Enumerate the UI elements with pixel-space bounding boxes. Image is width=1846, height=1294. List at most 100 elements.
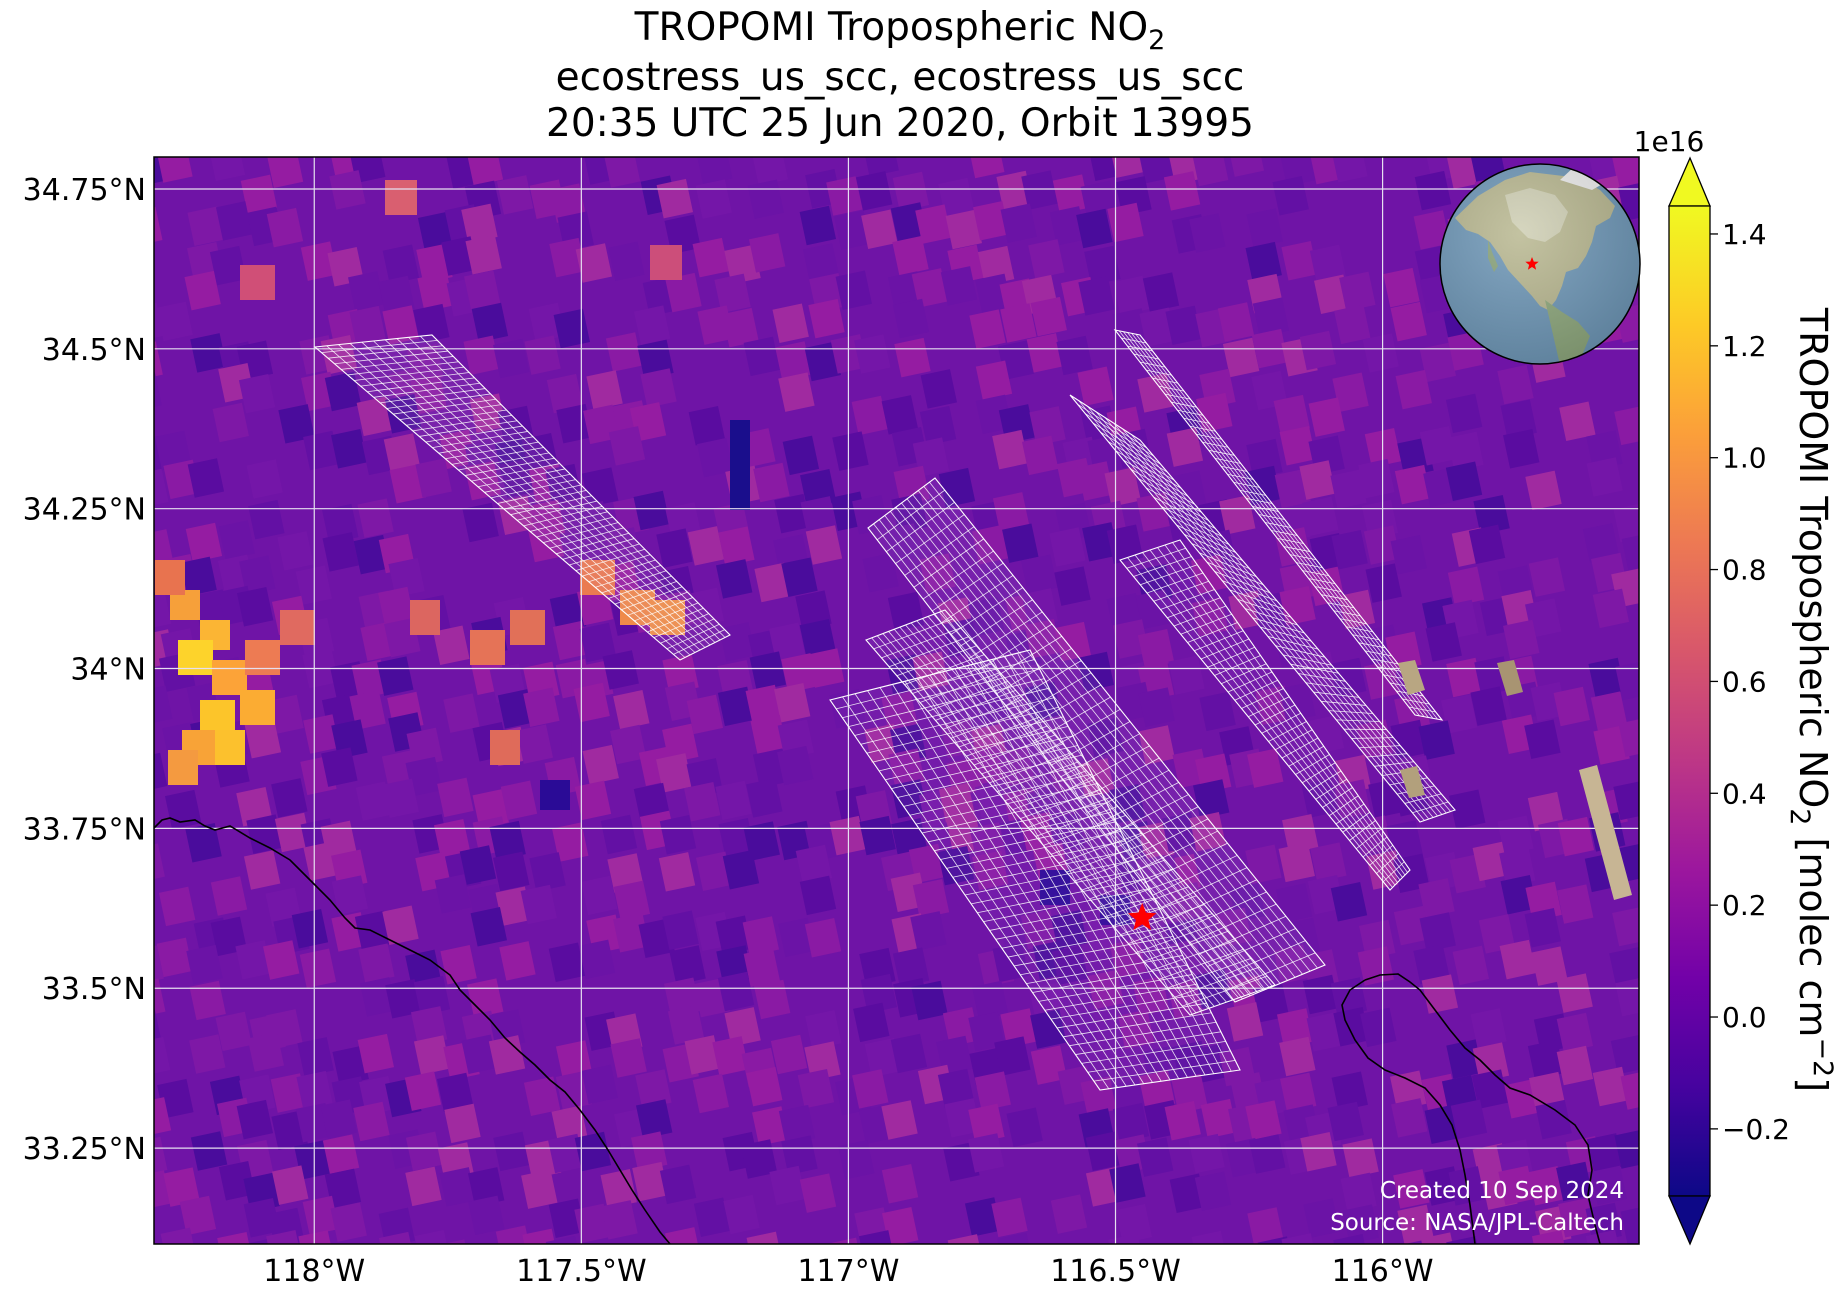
no2-pixel	[662, 910, 699, 950]
footprint-mesh-line	[1166, 957, 1252, 989]
footprint-mesh-line	[666, 623, 720, 650]
no2-pixel	[303, 430, 340, 471]
no2-pixel	[552, 822, 589, 862]
no2-pixel	[154, 529, 174, 569]
footprint-mesh-line	[977, 623, 1053, 671]
no2-pixel	[943, 1141, 980, 1182]
no2-pixel	[1590, 1165, 1628, 1206]
no2-pixel	[1000, 1008, 1037, 1048]
no2-pixel	[490, 730, 520, 765]
footprint-mesh-line	[1239, 490, 1266, 496]
no2-pixel	[1166, 427, 1204, 467]
no2-pixel	[602, 650, 639, 690]
no2-pixel	[1525, 470, 1562, 511]
footprint-mesh-line	[1277, 538, 1304, 544]
no2-pixel	[1029, 406, 1066, 446]
footprint-mesh-line	[1214, 570, 1271, 594]
no2-pixel	[575, 243, 613, 283]
no2-pixel	[1440, 694, 1478, 734]
no2-pixel	[1535, 1099, 1572, 1140]
no2-pixel	[992, 942, 1029, 983]
no2-pixel	[892, 235, 929, 276]
no2-pixel	[692, 1073, 730, 1114]
footprint-mesh-line	[1093, 1060, 1236, 1082]
no2-pixel	[600, 1168, 637, 1209]
footprint-mesh-line	[860, 697, 1054, 745]
no2-pixel	[1084, 245, 1121, 286]
no2-pixel	[967, 1133, 1005, 1173]
no2-pixel	[601, 1200, 638, 1240]
footprint-mesh-line	[1170, 879, 1257, 920]
no2-pixel	[215, 201, 253, 241]
no2-pixel	[1447, 431, 1484, 472]
footprint-mesh-line	[1179, 891, 1267, 932]
no2-pixel	[1524, 907, 1561, 948]
no2-pixel	[613, 880, 651, 921]
footprint-mesh-line	[1056, 1002, 1207, 1029]
no2-pixel	[1137, 373, 1174, 413]
no2-pixel	[190, 1131, 228, 1171]
no2-pixel	[892, 947, 930, 987]
footprint-mesh-line	[1167, 597, 1221, 619]
footprint-mesh-line	[1296, 562, 1323, 568]
footprint-mesh-line	[1121, 337, 1147, 344]
no2-pixel	[581, 1064, 618, 1105]
no2-pixel	[582, 744, 619, 785]
no2-pixel	[1219, 495, 1256, 535]
footprint-mesh-line	[1264, 522, 1292, 528]
footprint-mesh-line	[1043, 814, 1126, 846]
no2-pixel	[945, 209, 982, 250]
footprint-mesh-line	[1315, 778, 1347, 800]
footprint-mesh-line	[1275, 645, 1325, 658]
footprint-mesh-line	[1221, 663, 1267, 685]
footprint-mesh-line	[582, 554, 651, 577]
no2-pixel	[1556, 1012, 1594, 1053]
no2-pixel	[861, 209, 898, 249]
footprint-mesh-line	[1351, 737, 1394, 739]
no2-pixel	[662, 723, 699, 764]
landsat-scenes	[1398, 660, 1632, 900]
no2-pixel	[278, 404, 315, 444]
colorbar-tick-label: 0.2	[1722, 889, 1767, 922]
no2-pixel	[1030, 1045, 1068, 1085]
no2-pixel	[1393, 905, 1431, 946]
no2-pixel	[299, 948, 337, 989]
coastline-west	[154, 817, 671, 1244]
no2-pixel	[832, 431, 869, 471]
footprint-mesh-line	[1133, 830, 1218, 873]
no2-pixel	[185, 822, 222, 863]
footprint-mesh-line	[1158, 385, 1185, 392]
footprint-mesh-line	[627, 591, 688, 616]
no2-pixel	[911, 268, 949, 308]
globe-inset	[1439, 163, 1641, 365]
footprint-mesh-line	[640, 602, 699, 627]
no2-pixel	[635, 1069, 672, 1109]
footprint-mesh-line	[1241, 688, 1284, 709]
colorbar-gradient	[1668, 205, 1711, 1197]
no2-pixel	[267, 694, 304, 735]
footprint-mesh-line	[1281, 737, 1319, 759]
no2-pixel	[320, 1099, 358, 1139]
colorbar-multiplier: 1e16	[1634, 125, 1705, 158]
no2-pixel	[1030, 1009, 1067, 1049]
no2-pixel	[1000, 203, 1037, 243]
no2-pixel	[795, 590, 832, 630]
no2-pixel	[459, 845, 497, 885]
no2-pixel	[218, 520, 255, 560]
no2-pixel	[1339, 271, 1376, 312]
footprint-mesh-line	[1200, 638, 1250, 660]
no2-pixel	[240, 265, 275, 300]
colorbar-tick-label: 0.0	[1722, 1001, 1767, 1034]
no2-pixel	[851, 395, 889, 436]
no2-pixel	[555, 1040, 593, 1080]
footprint-mesh-line	[913, 538, 984, 588]
credit-source: Source: NASA/JPL-Caltech	[1330, 1210, 1624, 1236]
footprint-mesh-line	[1074, 850, 1158, 882]
no2-pixel	[413, 1035, 451, 1075]
footprint-mesh-line	[1152, 377, 1178, 384]
no2-pixel	[1136, 1137, 1174, 1177]
footprint-mesh-line	[1139, 361, 1166, 368]
no2-pixel	[298, 1230, 335, 1244]
no2-pixel	[808, 298, 845, 339]
